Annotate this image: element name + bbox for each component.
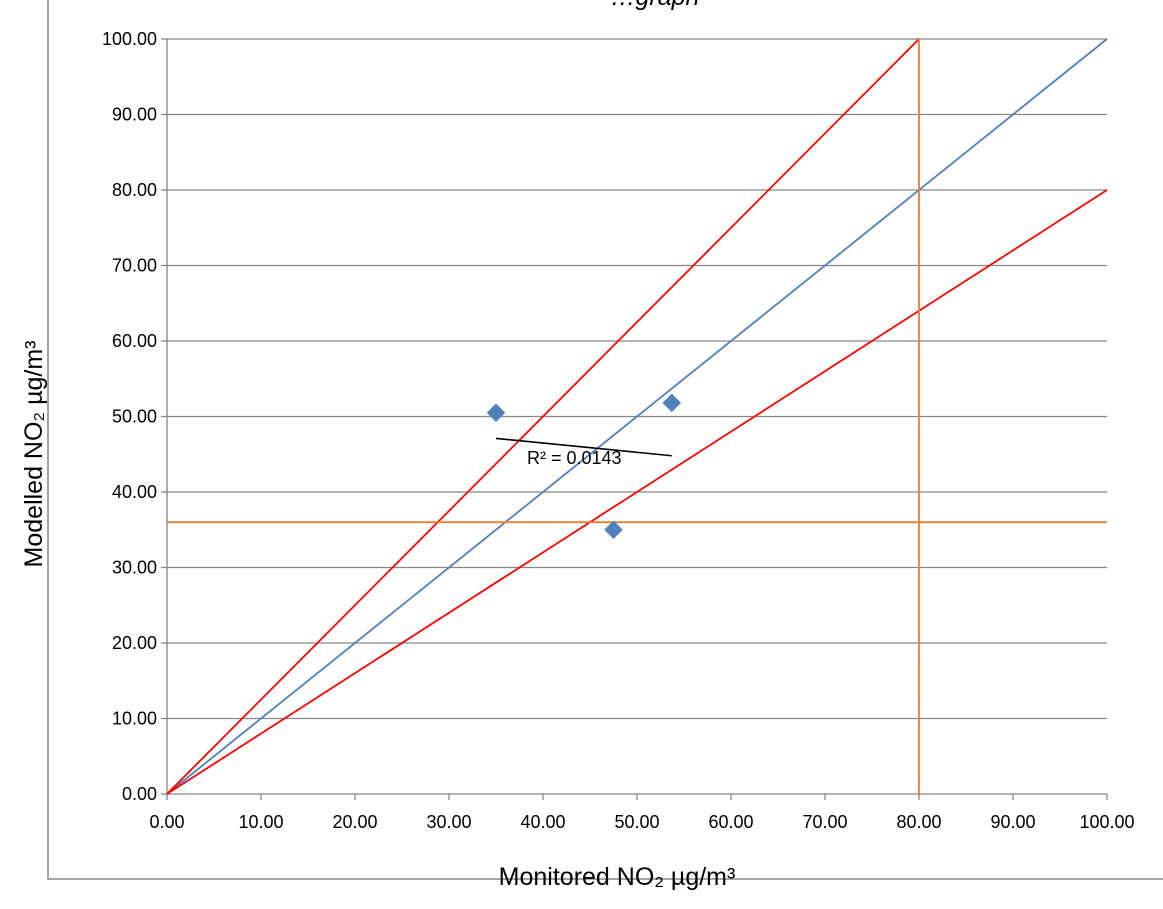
- axes: [161, 38, 1108, 800]
- x-tick-label: 50.00: [614, 812, 659, 832]
- x-tick-label: 90.00: [990, 812, 1035, 832]
- trendline-segment: [495, 437, 672, 457]
- x-tick-label: 0.00: [149, 812, 184, 832]
- y-tick-label: 0.00: [122, 784, 157, 804]
- y-tick-label: 70.00: [112, 256, 157, 276]
- x-tick-label: 30.00: [426, 812, 471, 832]
- y-tick-label: 10.00: [112, 709, 157, 729]
- y-tick-label: 60.00: [112, 331, 157, 351]
- data-point-diamond: [662, 393, 682, 413]
- y-tick-label: 100.00: [102, 29, 157, 49]
- upper-bound-line: [166, 38, 920, 795]
- chart-title: …graph: [611, 0, 700, 11]
- y-tick-labels: 0.00 10.00 20.00 30.00 40.00 50.00 60.00 70.00 8…: [102, 29, 157, 804]
- x-tick-label: 100.00: [1079, 812, 1134, 832]
- y-tick-label: 80.00: [112, 180, 157, 200]
- r-squared-label: R² = 0.0143: [527, 448, 622, 468]
- trendline: [495, 437, 672, 457]
- x-tick-label: 80.00: [896, 812, 941, 832]
- data-points: [486, 393, 682, 540]
- y-tick-label: 20.00: [112, 633, 157, 653]
- x-tick-label: 20.00: [332, 812, 377, 832]
- y-axis-title: Modelled NO₂ µg/m³: [20, 341, 48, 568]
- x-tick-label: 40.00: [520, 812, 565, 832]
- chart-area-frame: [47, 0, 1163, 880]
- x-tick-labels: 0.00 10.00 20.00 30.00 40.00 50.00 60.00 70.00 8…: [149, 812, 1134, 832]
- x-tick-label: 60.00: [708, 812, 753, 832]
- grid-lines: [167, 38, 1107, 720]
- data-point-diamond: [604, 520, 623, 540]
- x-tick-label: 10.00: [238, 812, 283, 832]
- y-tick-label: 50.00: [112, 407, 157, 427]
- data-point-diamond: [486, 403, 506, 423]
- x-tick-label: 70.00: [802, 812, 847, 832]
- reference-lines: [166, 38, 1108, 795]
- one-to-one-line: [166, 38, 1108, 795]
- x-axis-title: Monitored NO₂ µg/m³: [499, 863, 736, 891]
- y-tick-label: 30.00: [112, 558, 157, 578]
- lower-bound-line: [166, 189, 1108, 795]
- y-tick-label: 40.00: [112, 482, 157, 502]
- y-tick-label: 90.00: [112, 105, 157, 125]
